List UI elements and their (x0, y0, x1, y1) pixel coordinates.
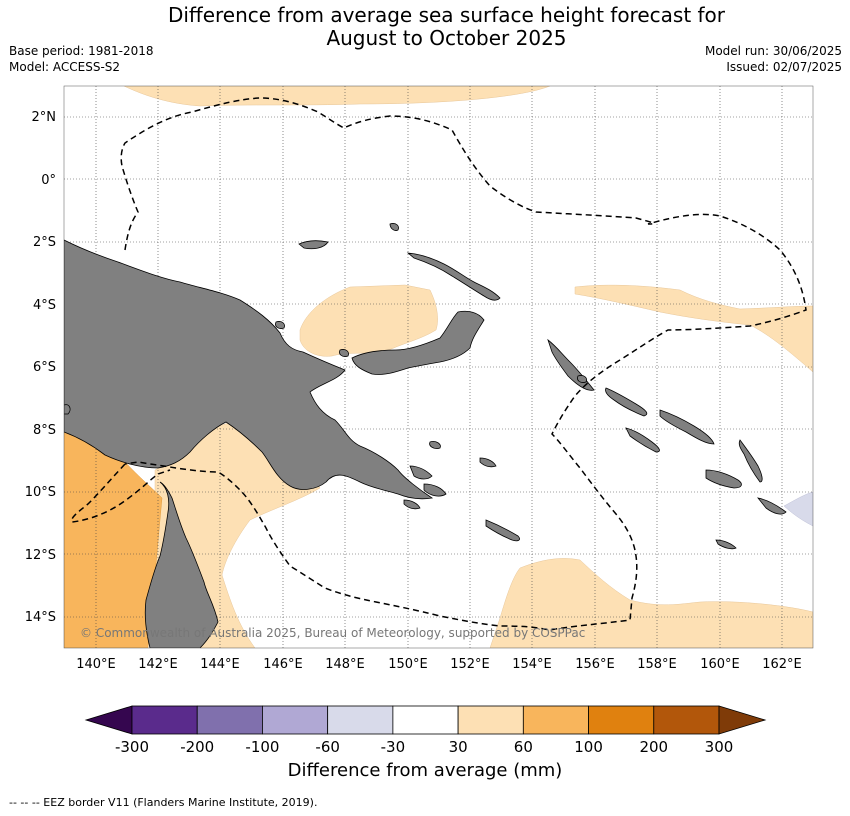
guadalcanal-island (705, 469, 742, 489)
lat-label: 6°S (33, 360, 56, 375)
colorbar-segment (262, 705, 329, 735)
louisiade-islands (479, 457, 520, 542)
trobriand-island (429, 441, 441, 449)
model-name: Model: ACCESS-S2 (9, 60, 121, 74)
lon-label: 162°E (762, 657, 802, 672)
lon-label: 154°E (512, 657, 552, 672)
lat-label: 4°S (33, 298, 56, 313)
mussau-island (389, 223, 399, 231)
eez-borders (70, 97, 807, 631)
small-island-d (64, 404, 71, 415)
manus-island (298, 240, 329, 250)
lon-label: 146°E (263, 657, 303, 672)
small-island-a (275, 321, 285, 329)
anomaly-30-60-coral-sea (489, 558, 813, 648)
colorbar-tick-label: 30 (449, 738, 468, 756)
title-line-2: August to October 2025 (326, 26, 567, 50)
new-guinea-landmass (64, 239, 434, 500)
colorbar-segment (131, 705, 198, 735)
anomaly-minus30-60-east (783, 491, 813, 527)
colorbar: -300 -200 -100 -60 -30 30 60 100 200 300 (84, 705, 767, 756)
colorbar-tick-label: -60 (315, 738, 340, 756)
colorbar-under-arrow (84, 705, 133, 735)
malaita-island (738, 439, 763, 483)
land (64, 223, 787, 648)
lon-label: 152°E (450, 657, 490, 672)
map-area: © Commonwealth of Australia 2025, Bureau… (64, 86, 813, 648)
lon-label: 148°E (325, 657, 365, 672)
lat-label: 0° (41, 173, 56, 188)
eez-footnote: -- -- -- EEZ border V11 (Flanders Marine… (9, 796, 318, 809)
colorbar-segment (327, 705, 394, 735)
lat-label: 14°S (25, 610, 56, 625)
new-ireland-island (406, 252, 501, 301)
lon-label: 158°E (637, 657, 677, 672)
makira-island (757, 497, 787, 515)
choiseul-island (605, 387, 648, 417)
lon-label: 140°E (76, 657, 116, 672)
colorbar-tick-label: 200 (639, 738, 668, 756)
colorbar-segment (196, 705, 263, 735)
lat-label: 2°N (32, 110, 57, 125)
new-britain-island (351, 310, 485, 375)
lat-label: 2°S (33, 235, 56, 250)
colorbar-tick-label: 100 (574, 738, 603, 756)
colorbar-segment (522, 705, 589, 735)
anomaly-30-60-north (123, 86, 551, 107)
chart-title: Difference from average sea surface heig… (0, 4, 850, 50)
longitude-labels: 140°E 142°E 144°E 146°E 148°E 150°E 152°… (76, 657, 802, 672)
colorbar-segment (588, 705, 655, 735)
lon-label: 144°E (200, 657, 240, 672)
lon-label: 150°E (388, 657, 428, 672)
lon-label: 142°E (138, 657, 178, 672)
rennell-island (715, 539, 737, 550)
colorbar-tick-label: -100 (245, 738, 279, 756)
small-island-c (577, 375, 587, 383)
lat-label: 10°S (25, 485, 56, 500)
santa-isabel-island (659, 409, 715, 445)
small-island-b (339, 349, 349, 357)
d-entrecasteaux-islands (403, 465, 447, 510)
eez-papua-new-guinea (120, 97, 807, 631)
anomaly-30-60-bismarck (299, 284, 438, 357)
colorbar-segment (392, 705, 459, 735)
base-period: Base period: 1981-2018 (9, 44, 154, 58)
lon-label: 156°E (575, 657, 615, 672)
colorbar-tick-label: -30 (381, 738, 406, 756)
map-frame (63, 85, 814, 649)
issued-date: Issued: 02/07/2025 (726, 60, 842, 74)
meta-left: Base period: 1981-2018 Model: ACCESS-S2 (9, 43, 154, 75)
lat-label: 12°S (25, 548, 56, 563)
copyright-text: © Commonwealth of Australia 2025, Bureau… (80, 626, 585, 640)
lon-label: 160°E (700, 657, 740, 672)
new-georgia-islands (625, 427, 660, 453)
colorbar-segment (653, 705, 720, 735)
colorbar-title: Difference from average (mm) (287, 760, 563, 781)
title-line-1: Difference from average sea surface heig… (167, 3, 726, 27)
colorbar-tick-label: 300 (705, 738, 734, 756)
latitude-labels: 2°N 0° 2°S 4°S 6°S 8°S 10°S 12°S 14°S (25, 110, 56, 625)
model-run: Model run: 30/06/2025 (704, 44, 842, 58)
colorbar-tick-label: -300 (115, 738, 149, 756)
lat-label: 8°S (33, 423, 56, 438)
eez-australia-indonesia (70, 463, 171, 523)
colorbar-tick-label: -200 (180, 738, 214, 756)
colorbar-over-arrow (718, 705, 767, 735)
colorbar-segment (457, 705, 524, 735)
cape-york-peninsula (144, 481, 219, 648)
colorbar-tick-label: 60 (514, 738, 533, 756)
meta-right: Model run: 30/06/2025 Issued: 02/07/2025 (705, 43, 842, 75)
